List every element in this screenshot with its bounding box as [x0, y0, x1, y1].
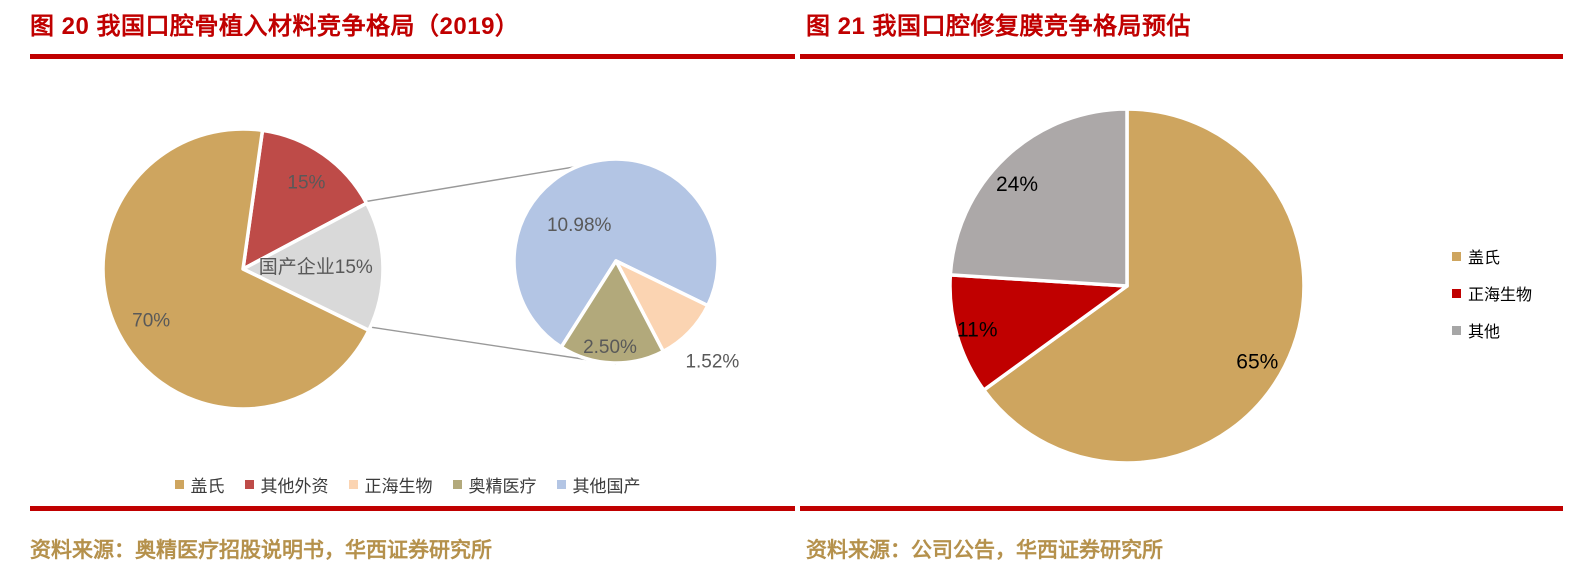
pie-label-other-domestic: 10.98%: [547, 215, 612, 236]
legend-swatch-other-domestic: [556, 480, 566, 489]
pie-slice-other-domestic: [512, 157, 720, 349]
figure-20-top-rule: [30, 54, 795, 59]
legend-item-zhenghai: 正海生物: [1452, 281, 1532, 305]
figure-20-source: 资料来源：奥精医疗招股说明书，华西证券研究所: [30, 539, 492, 562]
figure-20-bottom-rule: [30, 506, 795, 511]
figure-21-top-rule: [800, 54, 1563, 59]
legend-item-gaishi: 盖氏: [174, 472, 225, 497]
legend-swatch-other: [1452, 325, 1461, 335]
legend-label-other: 其他: [1468, 324, 1501, 341]
pie-label-zhenghai: 1.52%: [685, 351, 739, 372]
legend-swatch-zhenghai: [1452, 288, 1461, 298]
pie-slice-gaishi: [982, 107, 1306, 465]
legend-label-zhenghai: 正海生物: [364, 477, 433, 496]
legend-label-other-domestic: 其他国产: [572, 477, 641, 496]
legend-swatch-gaishi: [174, 480, 184, 489]
pie-groups: 70% 15% 国产企业15% 1.52% 2.50% 10.98% 65% 11% 24%: [101, 107, 1306, 465]
pie-slice-domestic-group: [241, 201, 385, 333]
figure-21-legend: 盖氏 正海生物 其他: [1452, 244, 1532, 342]
figure-20-legend: 盖氏 其他外资 正海生物 奥精医疗 其他国产: [150, 472, 665, 497]
legend-label-zhenghai: 正海生物: [1468, 287, 1533, 304]
legend-label-other-foreign: 其他外资: [260, 477, 329, 496]
pie-slice-zhenghai: [948, 273, 1129, 392]
legend-item-zhenghai: 正海生物: [348, 472, 433, 497]
pie-label-zhenghai: 11%: [957, 318, 997, 341]
connector-line: [362, 325, 617, 365]
pie-label-other: 24%: [996, 173, 1038, 196]
pie-slice-aojing: [559, 259, 666, 365]
pie-label-domestic-group: 国产企业15%: [259, 256, 373, 278]
legend-swatch-gaishi: [1452, 251, 1461, 261]
legend-item-other-foreign: 其他外资: [244, 472, 329, 497]
legend-swatch-aojing: [452, 480, 462, 489]
legend-label-gaishi: 盖氏: [1468, 250, 1501, 267]
pie-label-other-foreign: 15%: [287, 172, 325, 193]
pie-slice-gaishi: [101, 127, 371, 411]
legend-item-aojing: 奥精医疗: [452, 472, 537, 497]
legend-item-other-domestic: 其他国产: [556, 472, 641, 497]
figure-21-title: 图 21 我国口腔修复膜竞争格局预估: [806, 13, 1192, 40]
pie-slice-other: [948, 107, 1129, 288]
pie-label-gaishi: 70%: [132, 311, 170, 332]
pie-label-aojing: 2.50%: [583, 337, 637, 358]
pie-label-gaishi: 65%: [1236, 351, 1278, 374]
legend-swatch-other-foreign: [244, 480, 254, 489]
legend-item-gaishi: 盖氏: [1452, 244, 1532, 268]
legend-item-other: 其他: [1452, 318, 1532, 342]
pie-slice-other-foreign: [241, 128, 369, 271]
legend-label-aojing: 奥精医疗: [468, 477, 537, 496]
figure-20-title: 图 20 我国口腔骨植入材料竞争格局（2019）: [30, 13, 520, 40]
legend-label-gaishi: 盖氏: [190, 477, 225, 496]
figure-21-bottom-rule: [800, 506, 1563, 511]
legend-swatch-zhenghai: [348, 480, 358, 489]
figure-21-source: 资料来源：公司公告，华西证券研究所: [806, 539, 1163, 562]
